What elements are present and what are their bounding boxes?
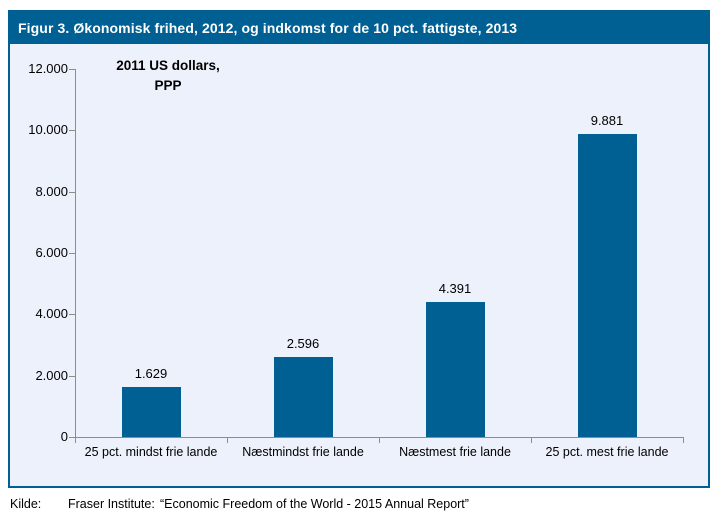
chart-area: 2011 US dollars, PPP 0 2.000 4.000 6.000 8.0… [10,44,708,486]
y-axis-tick-label: 8.000 [35,184,68,199]
units-annotation-line1: 2011 US dollars, [116,58,220,73]
x-axis-tick [531,437,532,443]
bar-value-label: 2.596 [286,336,320,351]
bar-value-label: 1.629 [134,366,168,381]
y-axis-tick [69,130,75,131]
x-category-label: 25 pct. mest frie lande [545,445,669,459]
x-axis-tick [75,437,76,443]
y-axis-tick [69,314,75,315]
x-category-label: Næstmest frie lande [399,445,511,459]
bar [426,302,485,437]
y-axis-line [75,69,76,438]
x-axis-tick [379,437,380,443]
y-axis-tick-label: 0 [60,429,68,444]
figure-box: Figur 3. Økonomisk frihed, 2012, og indk… [8,10,710,488]
y-axis-tick [69,437,75,438]
y-axis-tick-label: 6.000 [35,245,68,260]
figure-title-bar: Figur 3. Økonomisk frihed, 2012, og indk… [10,12,708,44]
units-annotation-line2: PPP [154,78,182,93]
bar [274,357,333,437]
x-axis-tick [227,437,228,443]
source-label: Kilde: [10,497,42,511]
bar-value-label: 4.391 [438,281,472,296]
y-axis-tick-label: 10.000 [28,122,68,137]
y-axis-tick-label: 12.000 [28,61,68,76]
x-axis-tick [683,437,684,443]
x-category-label: 25 pct. mindst frie lande [84,445,218,459]
y-axis-tick-label: 4.000 [35,306,68,321]
y-axis-tick-label: 2.000 [35,368,68,383]
x-category-label: Næstmindst frie lande [242,445,364,459]
bar [122,387,181,437]
units-annotation: 2011 US dollars, PPP [83,56,253,96]
source-line: Kilde: Fraser Institute: “Economic Freed… [0,494,720,514]
source-report: “Economic Freedom of the World - 2015 An… [160,497,469,511]
bar [578,134,637,437]
y-axis-tick [69,69,75,70]
y-axis-tick [69,376,75,377]
bar-value-label: 9.881 [590,113,624,128]
y-axis-tick [69,253,75,254]
figure-title: Figur 3. Økonomisk frihed, 2012, og indk… [18,20,518,36]
source-institution: Fraser Institute: [68,497,155,511]
y-axis-tick [69,192,75,193]
